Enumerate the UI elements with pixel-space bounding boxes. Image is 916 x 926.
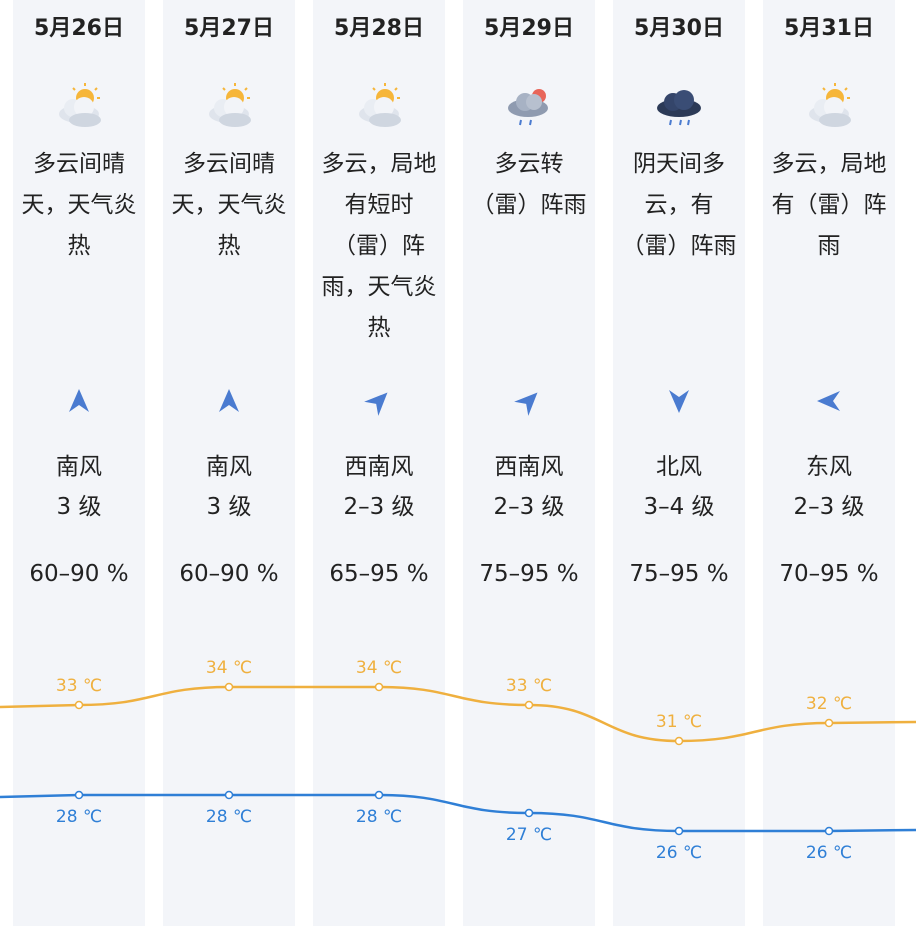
wind-dir: 南风 — [56, 454, 102, 480]
humidity: 75–95 % — [629, 561, 729, 587]
wind-level: 2–3 级 — [343, 494, 415, 520]
weather: 阴天间多云，有（雷）阵雨 — [621, 151, 737, 259]
day-column: 5月31日多云，局地有（雷）阵雨东风 2–3 级 70–95 % — [763, 0, 895, 926]
high-temp-label: 33 ℃ — [56, 676, 102, 696]
low-temp-point — [824, 826, 834, 836]
high-temp-label: 31 ℃ — [656, 712, 702, 732]
low-temp-line — [79, 793, 830, 833]
temp-line-edge — [0, 703, 916, 725]
low-temp-point — [224, 790, 234, 800]
high-temp-line — [78, 685, 830, 743]
weather: 多云转（雷）阵雨 — [471, 151, 587, 218]
wind-dir: 东风 — [806, 454, 852, 480]
weather-icon — [209, 83, 251, 127]
wind-level: 2–3 级 — [793, 494, 865, 520]
high-temp-point — [224, 682, 234, 692]
wind-arrow — [817, 391, 840, 411]
high-temp-point — [74, 700, 84, 710]
low-temp-label: 26 ℃ — [656, 843, 702, 863]
high-temp-point — [524, 700, 534, 710]
wind-arrow — [514, 392, 538, 416]
wind-dir: 北风 — [656, 454, 702, 480]
humidity: 60–90 % — [179, 561, 279, 587]
low-temp-label: 26 ℃ — [806, 843, 852, 863]
weather-icon — [59, 83, 101, 127]
wind-arrow — [364, 392, 388, 416]
low-temp-label: 28 ℃ — [356, 807, 402, 827]
wind-level: 3 级 — [56, 494, 102, 520]
wind-dir: 西南风 — [494, 454, 564, 480]
wind-level: 3 级 — [206, 494, 252, 520]
day-column: 5月28日多云，局地有短时（雷）阵雨，天气炎热西南风 2–3 级 65–95 % — [313, 0, 445, 926]
temp-line-edge — [0, 793, 916, 833]
high-temp-label: 34 ℃ — [356, 658, 402, 678]
day-column: 5月26日多云间晴天，天气炎热南风 3 级 60–90 % — [13, 0, 145, 926]
weather-icon — [359, 83, 401, 127]
wind-level: 2–3 级 — [493, 494, 565, 520]
weather: 多云间晴天，天气炎热 — [21, 151, 137, 259]
high-temp-label: 32 ℃ — [806, 694, 852, 714]
wind-level: 3–4 级 — [643, 494, 715, 520]
high-temp-point — [824, 718, 834, 728]
low-temp-point — [524, 808, 534, 818]
weather-icon — [809, 83, 851, 127]
weather-icon — [508, 89, 548, 126]
day-column: 5月30日阴天间多云，有（雷）阵雨北风 3–4 级 75–95 % — [613, 0, 745, 926]
day-column: 5月29日多云转（雷）阵雨西南风 2–3 级 75–95 % — [463, 0, 595, 926]
wind-dir: 南风 — [206, 454, 252, 480]
date: 5月29日 — [484, 16, 574, 41]
weather-icon — [657, 90, 701, 126]
date: 5月26日 — [34, 16, 124, 41]
high-temp-point — [674, 736, 684, 746]
wind-arrow — [69, 389, 89, 412]
date: 5月30日 — [634, 16, 724, 41]
low-temp-label: 28 ℃ — [206, 807, 252, 827]
high-temp-label: 34 ℃ — [206, 658, 252, 678]
date: 5月31日 — [784, 16, 874, 41]
humidity: 75–95 % — [479, 561, 579, 587]
low-temp-point — [374, 790, 384, 800]
humidity: 70–95 % — [779, 561, 879, 587]
weather: 多云，局地有（雷）阵雨 — [771, 151, 887, 259]
date: 5月27日 — [184, 16, 274, 41]
wind-dir: 西南风 — [344, 454, 414, 480]
weather: 多云间晴天，天气炎热 — [171, 151, 287, 259]
weather: 多云，局地有短时（雷）阵雨，天气炎热 — [321, 151, 437, 341]
low-temp-point — [74, 790, 84, 800]
high-temp-label: 33 ℃ — [506, 676, 552, 696]
low-temp-label: 28 ℃ — [56, 807, 102, 827]
low-temp-point — [674, 826, 684, 836]
humidity: 60–90 % — [29, 561, 129, 587]
humidity: 65–95 % — [329, 561, 429, 587]
wind-arrow — [219, 389, 239, 412]
low-temp-label: 27 ℃ — [506, 825, 552, 845]
date: 5月28日 — [334, 16, 424, 41]
wind-arrow — [669, 390, 689, 413]
day-column: 5月27日多云间晴天，天气炎热南风 3 级 60–90 % — [163, 0, 295, 926]
high-temp-point — [374, 682, 384, 692]
